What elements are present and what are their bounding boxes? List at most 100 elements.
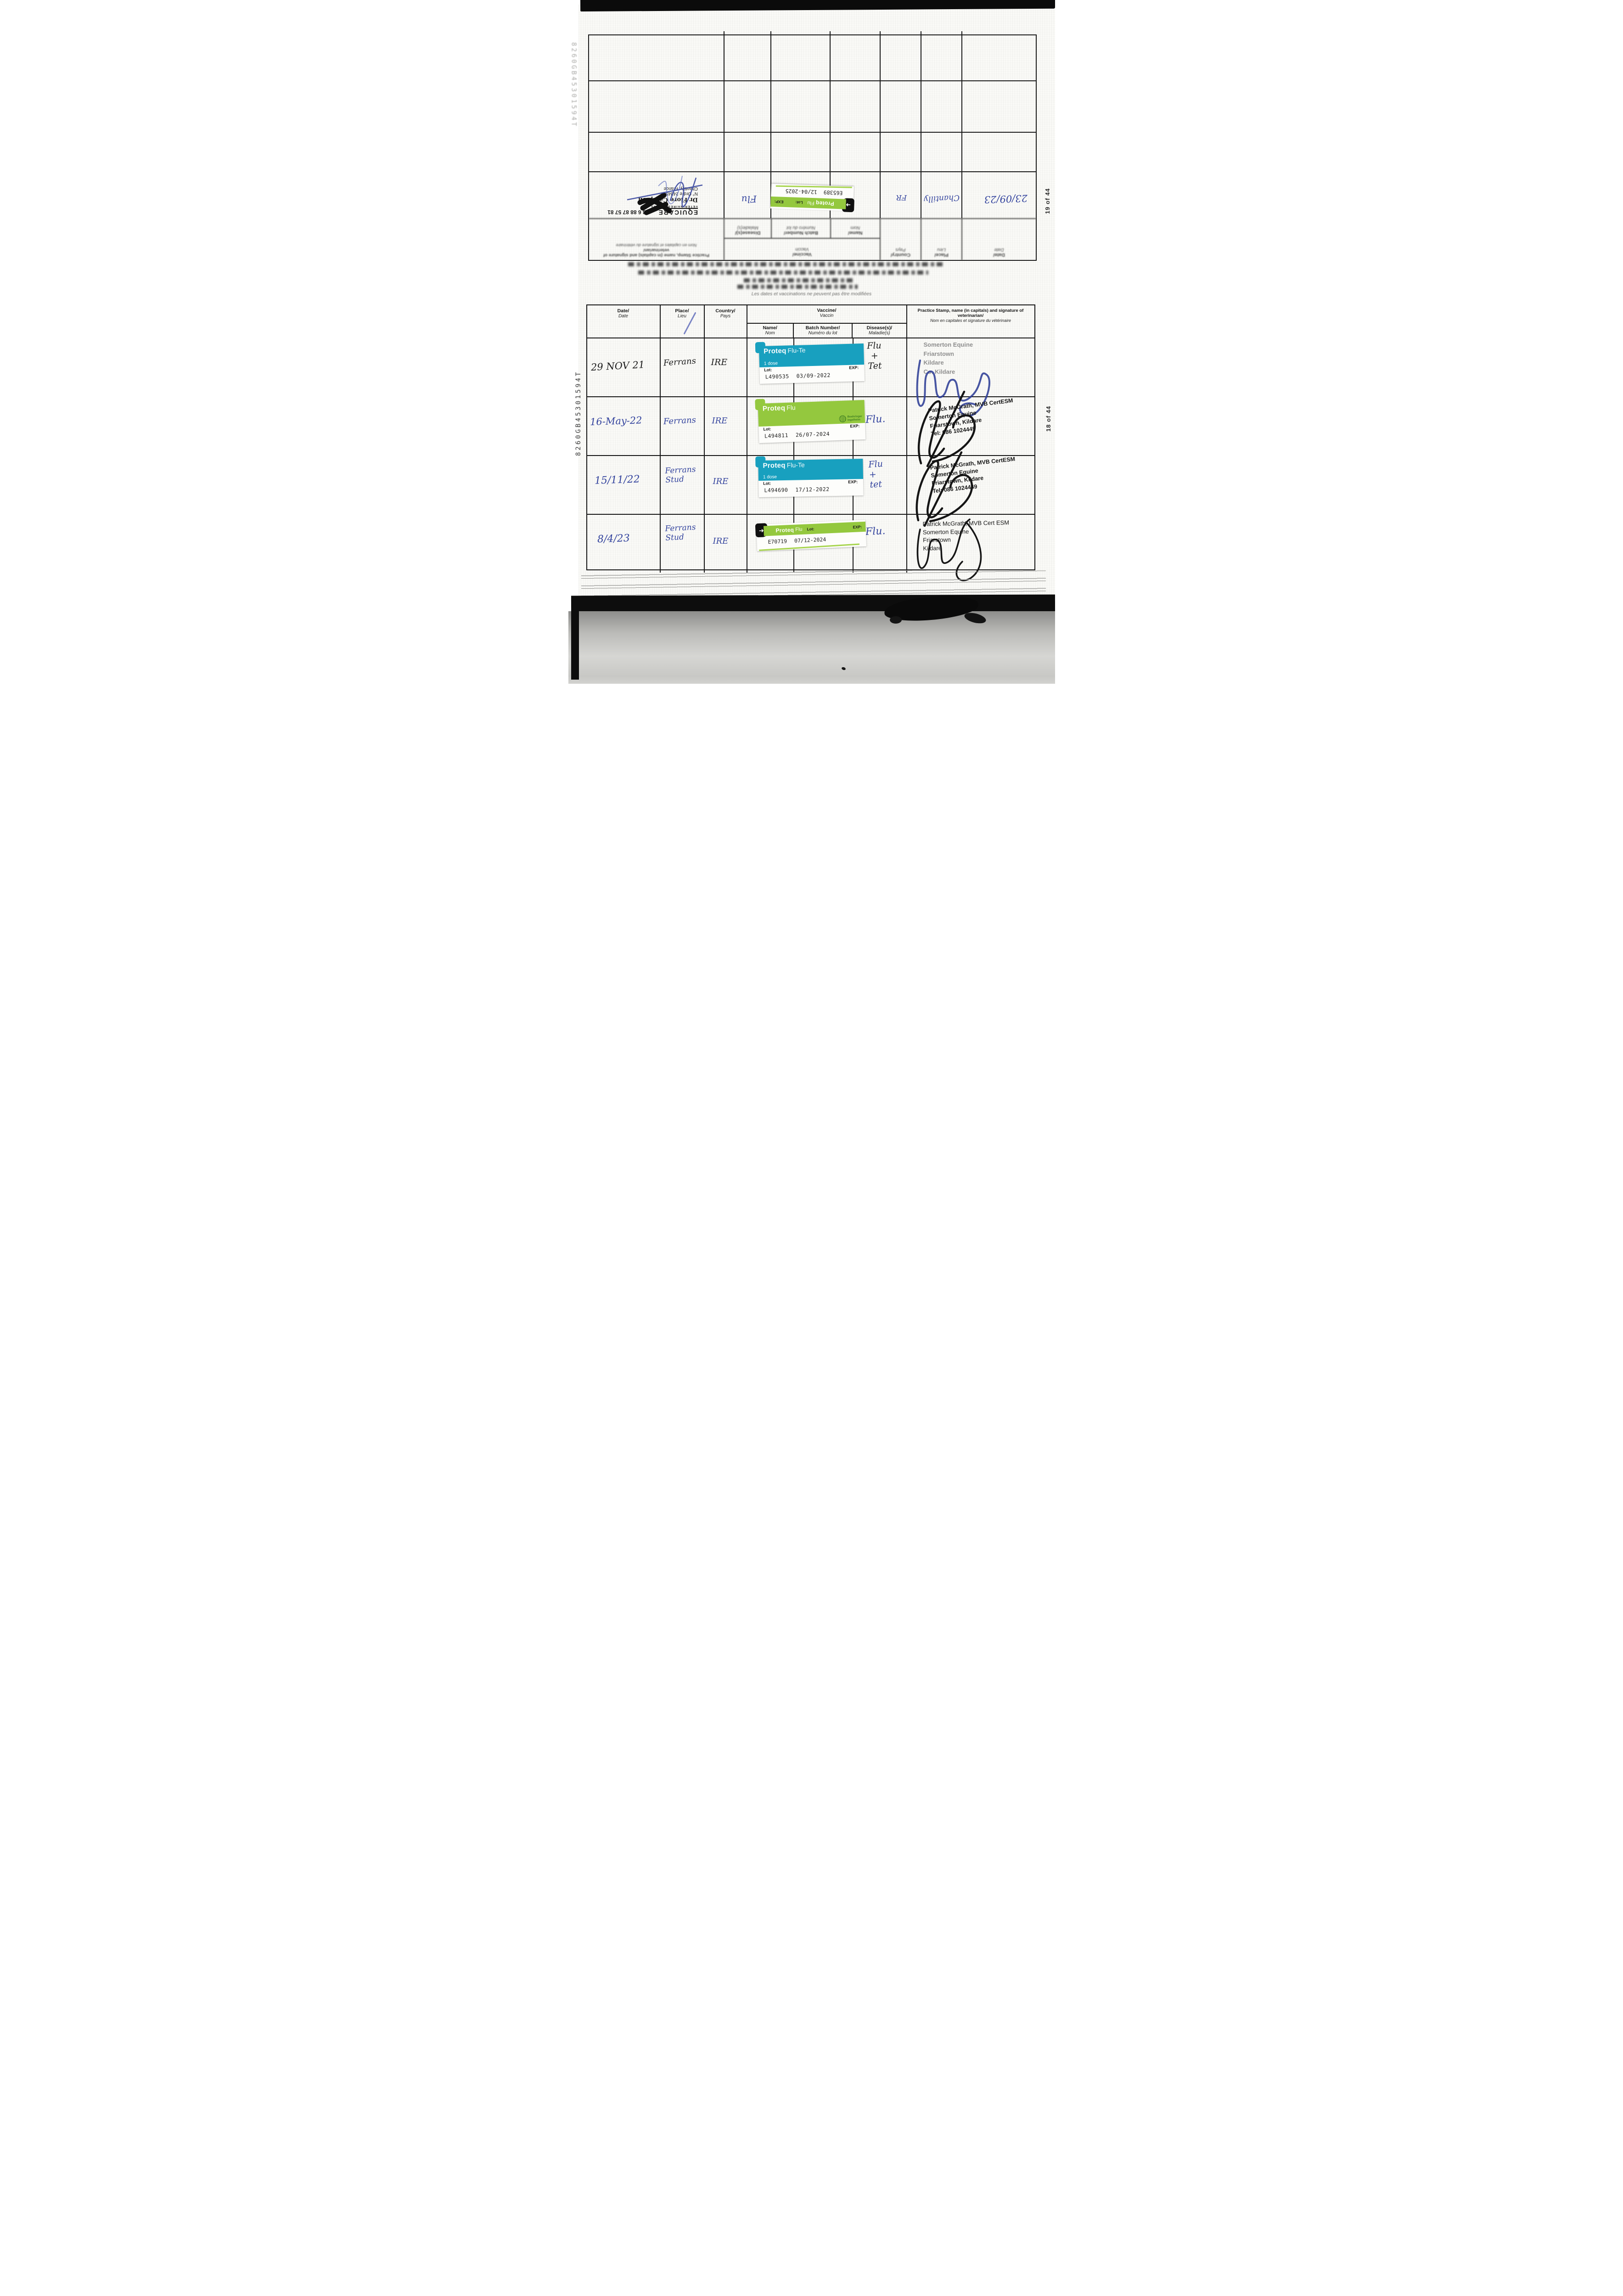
sticker-exp: 07/12-2024 <box>794 536 826 544</box>
sticker-lot: L494811 <box>764 432 788 439</box>
stamp-ordre: N° Ordre 24345 <box>665 191 698 196</box>
top-empty-row <box>589 31 1036 80</box>
header-batch-en: Batch Number/ <box>805 325 840 331</box>
table-header: Date/ Date Place/ Lieu Country/ Pays Vac… <box>587 305 1034 338</box>
sticker-lot: L494690 <box>764 486 788 494</box>
header-batch-fr: Numéro du lot <box>808 331 837 336</box>
stamp-equicare: EQUICARE <box>657 208 698 216</box>
header-place-fr: Lieu <box>678 314 686 319</box>
sticker-dose: 1 dose <box>764 360 778 366</box>
sticker-lot: E65389 <box>823 189 843 197</box>
header-vaccine-en: Vaccine/ <box>817 308 837 313</box>
row2-date: 16-May-22 <box>590 415 642 428</box>
header-name: Name/ Nom <box>747 324 794 338</box>
top-header-disease: Disease(s)/ Maladie(s) <box>724 219 771 238</box>
header-disease-fr: Maladie(s) <box>736 225 758 230</box>
stamp-subtitle: VETERINAIRES EQUINS <box>650 205 698 208</box>
top-header-vaccine-group: Vaccine/ Vaccin Name/ Nom Batch Number/ … <box>723 219 880 260</box>
header-stamp-fr: Nom en capitales et signature du vétérin… <box>930 318 1011 323</box>
header-place-en: Place/ <box>675 308 689 314</box>
header-disease-en: Disease(s)/ <box>735 230 760 236</box>
top-entry-row: 23/09/23 Chantilly FR ➜ Proteq Flu Lot: <box>589 171 1036 218</box>
header-country-en: Country/ <box>715 308 736 314</box>
top-header-place: Place/ Lieu <box>920 219 961 260</box>
header-name-en: Name/ <box>763 325 777 331</box>
blurred-text-line <box>737 285 858 289</box>
stamp-phone: +33 6 88 87 57 81 <box>607 209 652 215</box>
stamp-vet-name: Dr Flore Campion <box>638 196 698 203</box>
header-place-en: Place/ <box>934 252 949 258</box>
passport-scan: 8260GB45301594T 8260GB45301594T 19 of 44… <box>568 0 1055 689</box>
top-header-batch: Batch Number/ Numéro du lot <box>770 219 830 238</box>
sticker-lot: E70719 <box>767 538 787 546</box>
vaccine-sticker-proteqflu-top: ➜ Proteq Flu Lot: EXP: E6538912/04-2025 <box>770 183 854 213</box>
row2-country: IRE <box>712 416 728 426</box>
scanner-left-edge <box>571 611 579 680</box>
lot-label: Lot: <box>763 427 771 432</box>
boehringer-ingelheim-logo: Boehringer Ingelheim <box>839 415 862 422</box>
header-vaccine: Vaccine/ Vaccin <box>747 305 906 324</box>
sticker-exp: 03/09-2022 <box>796 371 831 379</box>
sticker-variant: Flu-Te <box>786 461 805 469</box>
top-empty-row <box>589 80 1036 132</box>
vaccine-sticker-proteq-flu-slim: ➜ Proteq Flu Lot: EXP: E70719 07/12-2024 <box>755 519 866 551</box>
blurred-text-line <box>628 262 945 266</box>
top-header-name: Name/ Nom <box>830 219 880 238</box>
row3-disease: Flu + tet <box>868 458 883 490</box>
header-date-en: Date/ <box>993 252 1005 258</box>
top-vaccination-table: Date/ Date Place/ Lieu Country/ Pays Vac… <box>588 31 1037 261</box>
blurred-text-line <box>638 270 928 275</box>
row4-place: Ferrans Stud <box>664 523 696 543</box>
top-entry-country-cell: FR <box>879 172 921 218</box>
sticker-variant: Flu <box>786 404 796 411</box>
top-entry-date-cell: 23/09/23 <box>961 172 1036 218</box>
header-country-en: Country/ <box>890 252 910 258</box>
top-page-upside-down: Date/ Date Place/ Lieu Country/ Pays Vac… <box>588 31 1037 261</box>
page-stack-edges <box>581 569 1046 597</box>
document-code-top: 8260GB45301594T <box>570 42 578 128</box>
top-entry-stamp-cell: EQUICARE +33 6 88 87 57 81 VETERINAIRES … <box>589 172 724 218</box>
row3-country: IRE <box>713 477 729 486</box>
exp-label: EXP: <box>852 524 862 530</box>
lot-label: Lot: <box>764 367 772 372</box>
row2-practice-stamp: Patrick McGrath, MVB CertESM Somerton Eq… <box>927 397 1013 437</box>
top-header-date: Date/ Date <box>961 219 1036 260</box>
header-vaccine-en: Vaccine/ <box>792 252 812 257</box>
row4-disease: Flu. <box>865 525 886 538</box>
equicare-practice-stamp: EQUICARE +33 6 88 87 57 81 VETERINAIRES … <box>607 186 698 216</box>
top-header-vaccine: Vaccine/ Vaccin <box>724 238 880 260</box>
exp-label: EXP: <box>849 423 860 429</box>
header-country: Country/ Pays <box>705 305 747 338</box>
row2-disease: Flu. <box>865 413 886 426</box>
sticker-brand: Proteq <box>763 347 786 355</box>
sticker-brand: Proteq <box>762 404 786 413</box>
top-table-header: Date/ Date Place/ Lieu Country/ Pays Vac… <box>589 218 1036 260</box>
lot-label: Lot: <box>806 526 814 532</box>
top-header-stamp: Practice Stamp, name (in capitals) and s… <box>589 219 724 260</box>
row2-place: Ferrans <box>663 415 696 427</box>
top-entry-disease: Flu <box>741 193 757 206</box>
sticker-brand: Proteq <box>815 200 834 207</box>
scanner-bottom-edge <box>571 594 1055 613</box>
lot-label: Lot: <box>763 481 771 486</box>
header-stamp-en: Practice Stamp, name (in capitals) and s… <box>603 248 709 258</box>
exp-label: EXP: <box>848 365 859 370</box>
header-country-fr: Pays <box>720 314 731 319</box>
row3-practice-stamp: Patrick McGrath, MVB CertESM Somerton Eq… <box>929 456 1016 495</box>
top-header-country: Country/ Pays <box>879 219 921 260</box>
header-name-fr: Nom <box>765 331 775 336</box>
header-date: Date/ Date <box>587 305 661 338</box>
top-empty-row <box>589 132 1036 171</box>
row1-disease: Flu + Tet <box>866 340 882 371</box>
row1-place: Ferrans <box>663 356 696 368</box>
top-entry-place: Chantilly <box>923 192 960 204</box>
lot-label: Lot: <box>795 200 803 205</box>
top-entry-batch-cell: ➜ Proteq Flu Lot: EXP: E6538912/04-2025 <box>770 172 854 218</box>
sticker-variant: Flu <box>807 200 814 206</box>
top-entry-disease-cell: Flu <box>723 172 770 218</box>
header-date-fr: Date <box>994 247 1004 252</box>
